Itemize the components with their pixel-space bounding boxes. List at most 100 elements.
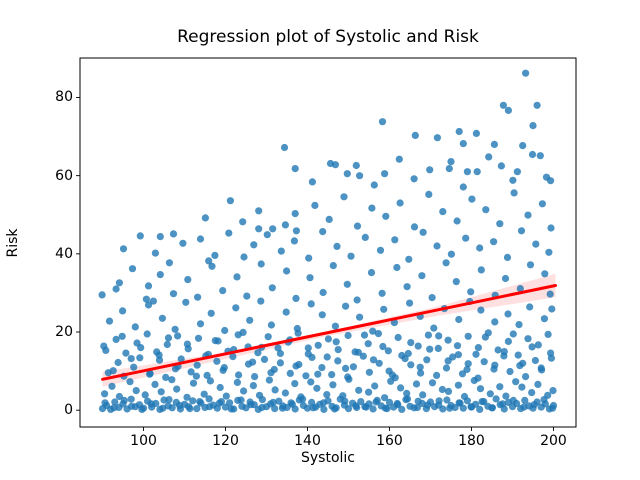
scatter-point bbox=[151, 380, 159, 388]
scatter-point bbox=[416, 363, 424, 371]
scatter-point bbox=[184, 345, 192, 353]
scatter-point bbox=[365, 388, 373, 396]
scatter-point bbox=[504, 106, 512, 114]
scatter-point bbox=[307, 300, 315, 308]
scatter-point bbox=[405, 255, 413, 263]
scatter-point bbox=[514, 351, 522, 359]
scatter-point bbox=[320, 405, 328, 413]
scatter-point bbox=[251, 373, 259, 381]
scatter-point bbox=[477, 266, 485, 274]
scatter-point bbox=[196, 235, 205, 243]
scatter-point bbox=[458, 370, 467, 378]
regression-line bbox=[101, 283, 558, 381]
scatter-point bbox=[459, 140, 467, 148]
scatter-point bbox=[352, 402, 360, 410]
scatter-point bbox=[165, 259, 173, 267]
scatter-point bbox=[547, 349, 555, 357]
scatter-point bbox=[537, 364, 545, 372]
scatter-point bbox=[443, 396, 451, 404]
scatter-point bbox=[519, 359, 527, 367]
y-tick-label: 80 bbox=[55, 89, 73, 106]
scatter-point bbox=[196, 320, 205, 328]
scatter-point bbox=[156, 233, 164, 241]
scatter-point bbox=[142, 295, 150, 303]
scatter-point bbox=[318, 311, 326, 319]
scatter-point bbox=[334, 346, 342, 354]
scatter-point bbox=[282, 308, 290, 316]
scatter-point bbox=[381, 394, 389, 402]
scatter-point bbox=[447, 250, 455, 258]
scatter-point bbox=[379, 342, 387, 351]
scatter-point bbox=[323, 391, 331, 399]
scatter-point bbox=[371, 382, 379, 390]
scatter-point bbox=[468, 195, 476, 203]
scatter-point bbox=[292, 294, 300, 302]
scatter-point bbox=[357, 398, 365, 406]
scatter-point bbox=[193, 405, 201, 413]
scatter-point bbox=[536, 152, 544, 160]
scatter-point bbox=[394, 333, 402, 342]
scatter-point bbox=[297, 393, 305, 401]
scatter-point bbox=[144, 282, 153, 290]
scatter-point bbox=[376, 246, 385, 254]
scatter-point bbox=[189, 397, 197, 405]
scatter-point bbox=[213, 357, 221, 365]
scatter-point bbox=[207, 309, 215, 317]
scatter-point bbox=[349, 363, 357, 371]
scatter-point bbox=[305, 254, 313, 262]
scatter-point bbox=[433, 242, 441, 250]
scatter-point bbox=[528, 389, 536, 397]
scatter-point bbox=[472, 129, 480, 137]
scatter-point bbox=[328, 371, 336, 379]
scatter-point bbox=[444, 357, 452, 365]
scatter-point bbox=[290, 237, 298, 245]
scatter-point bbox=[192, 372, 200, 380]
scatter-point bbox=[344, 405, 353, 413]
scatter-point bbox=[257, 260, 265, 268]
scatter-point bbox=[118, 332, 126, 340]
scatter-point bbox=[208, 262, 216, 270]
scatter-point bbox=[462, 234, 470, 242]
scatter-point bbox=[274, 344, 282, 352]
scatter-point bbox=[119, 245, 128, 253]
scatter-point bbox=[173, 385, 181, 393]
scatter-point bbox=[329, 262, 337, 270]
scatter-point bbox=[151, 249, 159, 257]
scatter-point bbox=[286, 369, 294, 377]
scatter-point bbox=[189, 379, 198, 387]
scatter-point bbox=[226, 197, 234, 205]
scatter-point bbox=[184, 276, 192, 284]
scatter-point bbox=[258, 403, 266, 412]
scatter-point bbox=[226, 399, 234, 407]
scatter-point bbox=[388, 371, 396, 379]
scatter-point bbox=[115, 279, 123, 287]
scatter-point bbox=[407, 361, 415, 369]
scatter-point bbox=[426, 166, 434, 174]
scatter-point bbox=[501, 274, 510, 283]
scatter-point bbox=[311, 201, 319, 209]
scatter-point bbox=[194, 334, 203, 342]
scatter-point bbox=[530, 401, 538, 409]
scatter-point bbox=[333, 242, 341, 250]
scatter-point bbox=[503, 253, 512, 261]
scatter-point bbox=[319, 228, 327, 236]
scatter-point bbox=[227, 405, 235, 413]
scatter-point bbox=[132, 387, 140, 395]
scatter-point bbox=[306, 274, 314, 282]
scatter-point bbox=[522, 373, 530, 381]
scatter-point bbox=[264, 333, 272, 341]
scatter-point bbox=[544, 391, 552, 399]
scatter-point bbox=[517, 227, 526, 235]
scatter-point bbox=[474, 344, 482, 352]
scatter-point bbox=[331, 322, 339, 330]
scatter-point bbox=[295, 360, 303, 369]
scatter-point bbox=[174, 332, 182, 340]
scatter-point bbox=[240, 253, 248, 261]
scatter-point bbox=[141, 391, 149, 399]
scatter-point bbox=[159, 404, 167, 412]
scatter-point bbox=[426, 345, 434, 353]
scatter-point bbox=[423, 356, 431, 364]
scatter-point bbox=[323, 353, 331, 361]
scatter-point bbox=[403, 283, 411, 291]
scatter-point bbox=[307, 378, 315, 386]
